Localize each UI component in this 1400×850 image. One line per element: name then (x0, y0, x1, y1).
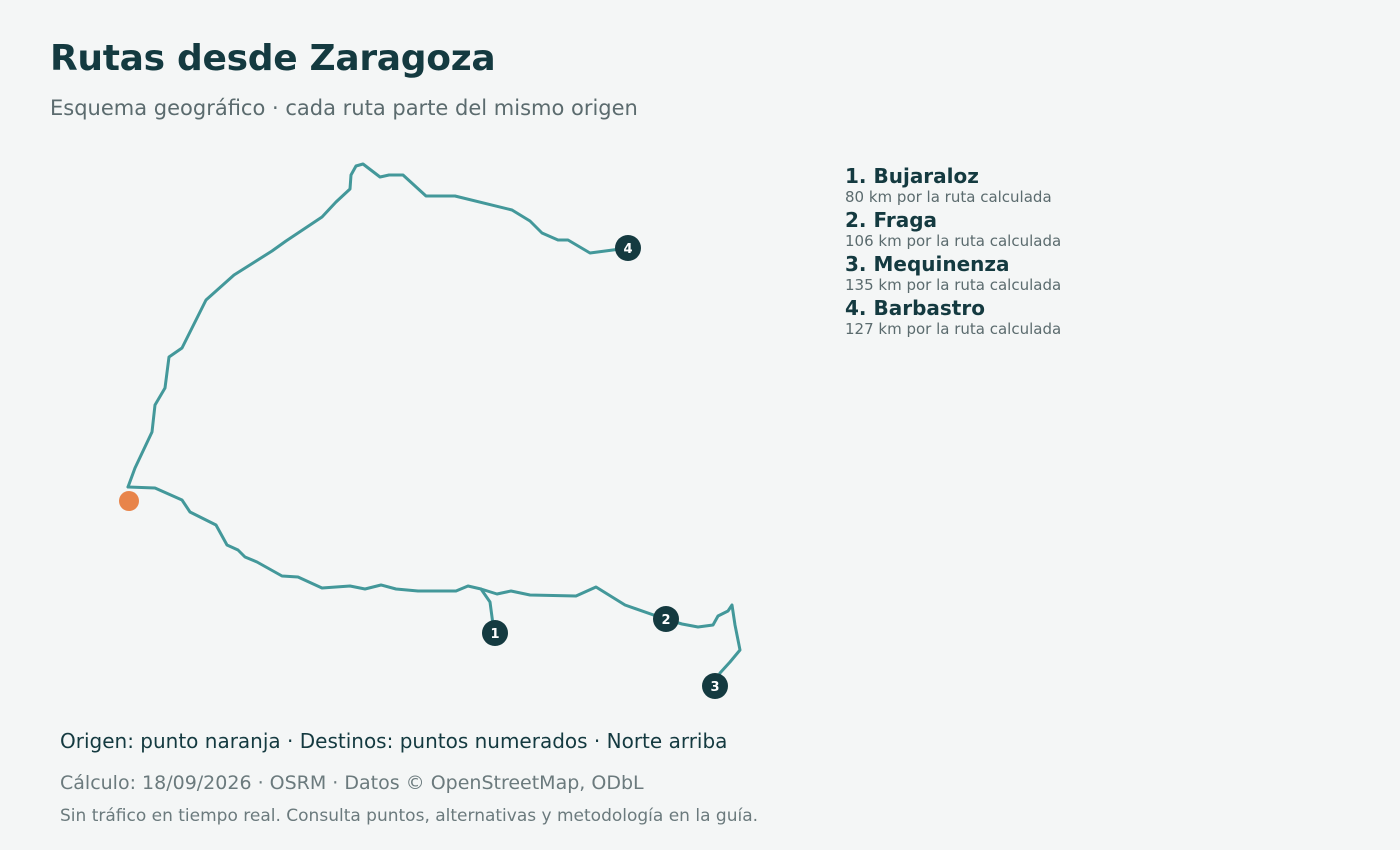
route-barbastro[interactable] (126, 162, 630, 489)
legend-item-distance: 106 km por la ruta calculada (845, 232, 1062, 250)
destination-marker-4[interactable]: 4 (615, 235, 641, 261)
legend-item-distance: 80 km por la ruta calculada (845, 188, 1052, 206)
legend-item-name: 4. Barbastro (845, 296, 985, 320)
legend-item-name: 3. Mequinenza (845, 252, 1010, 276)
legend-item-distance: 127 km por la ruta calculada (845, 320, 1062, 338)
calculation-footnote: Cálculo: 18/09/2026 · OSRM · Datos © Ope… (60, 772, 644, 794)
page-title: Rutas desde Zaragoza (50, 38, 496, 79)
route-bujaraloz[interactable] (126, 485, 496, 634)
destination-marker-label-4: 4 (623, 242, 632, 257)
destination-marker-label-1: 1 (490, 627, 499, 642)
legend-item-mequinenza[interactable]: 3. Mequinenza 135 km por la ruta calcula… (845, 252, 1245, 294)
legend-item-name: 1. Bujaraloz (845, 164, 979, 188)
legend-item-name: 2. Fraga (845, 208, 938, 232)
route-mequinenza[interactable] (663, 603, 742, 688)
legend-item-fraga[interactable]: 2. Fraga 106 km por la ruta calculada (845, 208, 1245, 250)
destination-marker-2[interactable]: 2 (653, 606, 679, 632)
info-footnote: Sin tráfico en tiempo real. Consulta pun… (60, 806, 759, 826)
destination-legend: 1. Bujaraloz 80 km por la ruta calculada… (845, 164, 1245, 340)
destination-marker-label-2: 2 (661, 613, 670, 628)
legend-item-distance: 135 km por la ruta calculada (845, 276, 1062, 294)
destination-marker-1[interactable]: 1 (482, 620, 508, 646)
legend-item-bujaraloz[interactable]: 1. Bujaraloz 80 km por la ruta calculada (845, 164, 1245, 206)
origin-marker[interactable] (119, 491, 139, 511)
legend-item-barbastro[interactable]: 4. Barbastro 127 km por la ruta calculad… (845, 296, 1245, 338)
destination-marker-3[interactable]: 3 (702, 673, 728, 699)
page-subtitle: Esquema geográfico · cada ruta parte del… (50, 96, 638, 120)
map-caption: Origen: punto naranja · Destinos: puntos… (60, 729, 728, 753)
route-fraga[interactable] (479, 585, 667, 621)
destination-marker-label-3: 3 (710, 680, 719, 695)
